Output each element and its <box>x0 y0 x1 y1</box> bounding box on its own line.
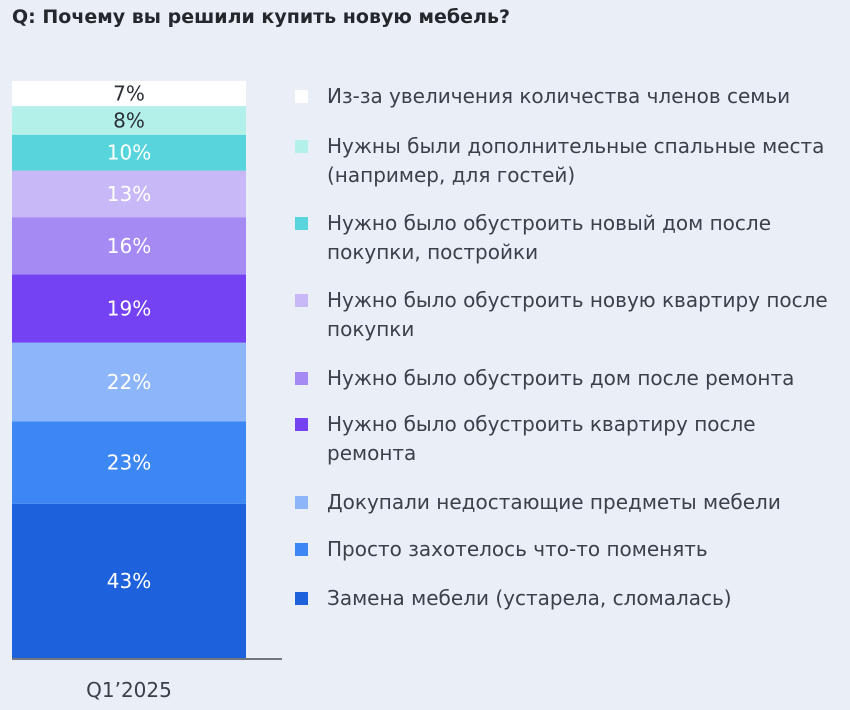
bar-value-label-8: 8% <box>113 108 145 132</box>
bar-segment-1 <box>12 503 246 658</box>
legend-swatch <box>295 592 308 605</box>
legend-label: Нужны были дополнительные спальные места… <box>327 134 825 187</box>
legend-item: Просто захотелось что-то поменять <box>295 535 845 564</box>
legend-label: Из-за увеличения количества членов семьи <box>327 84 791 108</box>
legend-swatch <box>295 294 308 307</box>
legend-item: Нужно было обустроить дом после ремонта <box>295 364 845 393</box>
legend-swatch <box>295 543 308 556</box>
bar-segment-4 <box>12 274 246 343</box>
bar-segment-8 <box>12 106 246 135</box>
legend-item: Нужно было обустроить новый дом после по… <box>295 209 845 267</box>
legend-swatch <box>295 140 308 153</box>
legend-label: Нужно было обустроить дом после ремонта <box>327 366 795 390</box>
bar-value-label-6: 13% <box>107 182 151 206</box>
legend-item: Из-за увеличения количества членов семьи <box>295 82 845 111</box>
bar-segment-5 <box>12 217 246 275</box>
bar-value-label-4: 19% <box>107 297 151 321</box>
legend-swatch <box>295 372 308 385</box>
legend-label: Докупали недостающие предметы мебели <box>327 490 781 514</box>
bar-segment-9 <box>12 81 246 107</box>
legend-swatch <box>295 418 308 431</box>
bar-segment-7 <box>12 134 246 171</box>
legend-swatch <box>295 217 308 230</box>
x-tick-label: Q1’2025 <box>86 678 172 702</box>
bar-value-label-9: 7% <box>113 82 145 106</box>
legend-label: Нужно было обустроить квартиру после рем… <box>327 412 756 465</box>
chart-title: Q: Почему вы решили купить новую мебель? <box>12 6 510 28</box>
legend-label: Нужно было обустроить новый дом после по… <box>327 211 771 264</box>
legend-item: Замена мебели (устарела, сломалась) <box>295 584 845 613</box>
bar-segment-2 <box>12 421 246 504</box>
legend-swatch <box>295 90 308 103</box>
bar-value-label-2: 23% <box>107 451 151 475</box>
bar-value-label-7: 10% <box>107 141 151 165</box>
bar-segment-3 <box>12 342 246 422</box>
bar-segment-6 <box>12 170 246 218</box>
bar-value-label-3: 22% <box>107 370 151 394</box>
legend-label: Просто захотелось что-то поменять <box>327 537 708 561</box>
bar-value-label-5: 16% <box>107 234 151 258</box>
legend-label: Замена мебели (устарела, сломалась) <box>327 586 732 610</box>
legend-item: Нужно было обустроить новую квартиру пос… <box>295 286 845 344</box>
legend-item: Нужны были дополнительные спальные места… <box>295 132 845 190</box>
bar-value-label-1: 43% <box>107 569 151 593</box>
legend-label: Нужно было обустроить новую квартиру пос… <box>327 288 828 341</box>
legend-swatch <box>295 496 308 509</box>
legend-item: Докупали недостающие предметы мебели <box>295 488 845 517</box>
legend-item: Нужно было обустроить квартиру после рем… <box>295 410 845 468</box>
